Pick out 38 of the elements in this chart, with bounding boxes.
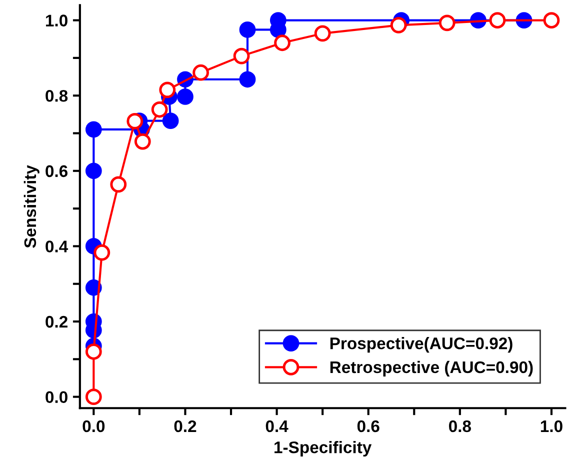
- text: 0.0: [82, 420, 105, 432]
- point: [192, 64, 209, 81]
- point: [177, 88, 194, 105]
- x-tick-label: 0.2: [174, 420, 196, 432]
- x-tick-label: 0.6: [357, 420, 380, 432]
- x-tick-label: 1.0: [540, 420, 562, 432]
- point: [162, 112, 179, 130]
- y-tick-label: 0.2: [46, 316, 68, 328]
- point: [314, 25, 331, 42]
- point: [489, 12, 506, 28]
- point: [85, 388, 102, 406]
- point: [85, 121, 102, 138]
- point: [134, 133, 151, 150]
- y-tick-label: 0.8: [46, 90, 68, 102]
- x-axis-title: 1-Specificity: [274, 441, 372, 457]
- point: [274, 34, 290, 52]
- point: [390, 16, 407, 34]
- y-tick-label: 0.4: [46, 240, 68, 252]
- legend-label: Retrospective (AUC=0.90): [330, 360, 533, 376]
- point: [543, 12, 560, 28]
- point: [94, 244, 110, 261]
- x-tick-label: 0.8: [449, 420, 471, 432]
- point: [239, 71, 256, 88]
- y-tick-label: 0.6: [46, 165, 68, 178]
- point: [233, 48, 250, 64]
- legend-label: Prospective(AUC=0.92): [330, 337, 512, 353]
- point: [239, 21, 256, 38]
- x-tick-label: 0.4: [266, 420, 288, 432]
- y-axis-title: Sensitivity: [24, 165, 40, 248]
- y-tick-label: 0.0: [46, 391, 68, 404]
- y-tick-label: 1.0: [46, 14, 68, 26]
- point: [126, 112, 144, 130]
- point: [85, 343, 102, 360]
- point: [151, 101, 168, 118]
- point: [85, 162, 102, 180]
- point: [438, 14, 456, 32]
- point: [159, 82, 176, 98]
- point: [110, 176, 127, 193]
